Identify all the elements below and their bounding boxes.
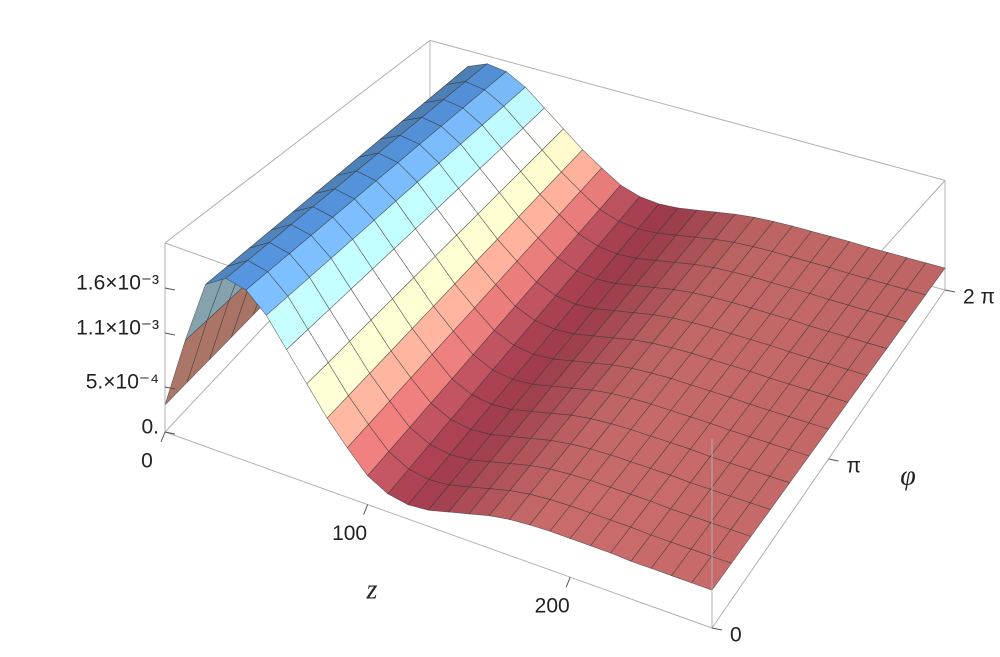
z-tick (164, 287, 176, 291)
surface (164, 63, 946, 591)
y-axis-label: φ (900, 460, 916, 491)
x-tick (160, 431, 166, 443)
z-tick-label: 1.6×10⁻³ (76, 272, 159, 295)
z-tick-label: 1.1×10⁻³ (76, 317, 159, 340)
y-tick-label: π (846, 455, 861, 478)
box-edge (164, 431, 713, 629)
y-tick (944, 289, 956, 293)
x-tick-label: 200 (535, 595, 570, 618)
z-tick-label: 0. (141, 416, 159, 439)
box-edge (164, 39, 431, 244)
z-tick (164, 332, 176, 336)
x-tick (363, 504, 369, 515)
y-tick-label: 2 π (963, 286, 995, 309)
y-tick (711, 627, 723, 631)
y-tick (828, 458, 839, 462)
x-tick-label: 0 (141, 450, 153, 473)
axes: z φ 0 100 200 0 π 2 π 0. 5.×10⁻⁴ 1.1×10⁻³ 1.6×10⁻… (76, 272, 995, 647)
z-tick (164, 386, 176, 390)
z-tick (164, 431, 176, 435)
y-tick-label: 0 (730, 624, 742, 647)
x-tick (565, 576, 571, 588)
z-tick-label: 5.×10⁻⁴ (86, 371, 159, 394)
x-axis-label: z (366, 574, 378, 605)
x-tick-label: 100 (332, 522, 367, 545)
box-edge (429, 39, 946, 181)
